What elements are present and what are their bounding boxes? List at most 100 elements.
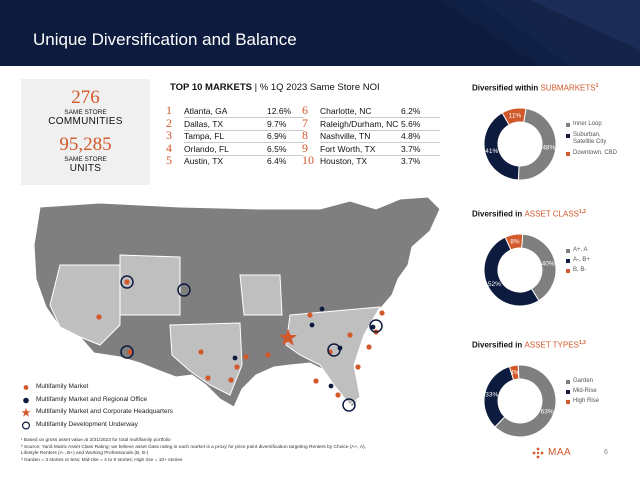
stats-box: 276 SAME STORE COMMUNITIES 95,285 SAME S… xyxy=(21,79,150,185)
donut-legend-label: High Rise xyxy=(573,398,600,404)
market-marker xyxy=(347,332,353,338)
communities-stat: 276 SAME STORE COMMUNITIES xyxy=(21,88,150,127)
donut-slice-label: 11% xyxy=(509,113,522,120)
market-marker xyxy=(307,312,313,318)
market-divider xyxy=(320,154,440,156)
market-noi-pct: 6.4% xyxy=(267,156,287,166)
donut-slice-label: 8% xyxy=(510,239,520,246)
legend-label: Multifamily Market and Corporate Headqua… xyxy=(36,408,173,415)
donut-title-prefix: Diversified within xyxy=(472,83,541,93)
maa-logo-mark xyxy=(532,447,544,459)
communities-value: 276 xyxy=(71,87,100,108)
market-noi-pct: 6.5% xyxy=(267,143,287,154)
donut-legend-swatch xyxy=(566,399,570,404)
market-name: Orlando, FL xyxy=(184,143,229,154)
donut-legend-label: Suburban, Satellite City xyxy=(573,132,607,145)
donut-title-footnote: 1,3 xyxy=(578,340,586,346)
market-marker xyxy=(313,378,319,384)
market-marker xyxy=(228,377,234,383)
banner-decoration xyxy=(440,0,640,66)
donut-title: Diversified in ASSET CLASS1,2 xyxy=(472,209,586,219)
donut-title-accent: ASSET CLASS xyxy=(524,209,580,219)
development-ring-marker xyxy=(369,319,383,333)
market-name: Fort Worth, TX xyxy=(320,143,376,154)
page-title: Unique Diversification and Balance xyxy=(33,30,297,49)
star-icon xyxy=(21,408,31,417)
regional-office-marker xyxy=(232,355,238,361)
orange-dot-icon xyxy=(23,385,29,390)
market-marker xyxy=(366,344,372,350)
headquarters-star-marker xyxy=(279,329,297,346)
communities-label-1: SAME STORE xyxy=(64,109,107,116)
donut-slice-label: 52% xyxy=(488,281,501,288)
market-marker xyxy=(335,392,341,398)
donut-slice-label: 41% xyxy=(485,148,498,155)
navy-dot-icon xyxy=(23,397,29,403)
ring-icon xyxy=(21,420,31,430)
units-label-1: SAME STORE xyxy=(64,156,107,163)
donut-chart: 8% 40% 52% xyxy=(483,233,557,307)
market-rank: 9 xyxy=(302,140,308,155)
donut-legend-swatch xyxy=(566,268,570,273)
donut-legend-swatch xyxy=(566,133,570,138)
market-rank: 7 xyxy=(302,115,308,130)
market-marker xyxy=(379,310,385,316)
donut-slice-inner-loop xyxy=(517,107,557,181)
market-rank: 2 xyxy=(166,115,172,130)
donut-legend-label: Garden xyxy=(573,378,594,384)
development-ring-marker xyxy=(327,343,341,357)
donut-slice-label: 40% xyxy=(542,260,555,267)
market-rank: 8 xyxy=(302,128,308,142)
map-markers xyxy=(96,275,385,412)
donut-title: Diversified within SUBMARKETS1 xyxy=(472,83,598,93)
market-rank: 10 xyxy=(302,153,314,167)
donut-chart: 11% 48% 41% xyxy=(483,107,557,181)
title-banner: Unique Diversification and Balance xyxy=(0,0,640,66)
donut-slice-label: 4% xyxy=(510,370,520,377)
donut-slice-mid-rise xyxy=(483,365,515,428)
donut-legend-swatch xyxy=(566,389,570,394)
market-marker xyxy=(127,349,133,355)
donut-legend-label: B, B- xyxy=(573,267,587,273)
market-noi-pct: 9.7% xyxy=(267,118,287,129)
markets-title-bold: TOP 10 MARKETS xyxy=(170,82,253,93)
donut-title: Diversified in ASSET TYPES1,3 xyxy=(472,340,586,350)
market-rank: 4 xyxy=(166,140,172,155)
legend-label: Multifamily Market and Regional Office xyxy=(36,395,148,403)
donut-slice-a-b- xyxy=(483,236,540,307)
market-name: Austin, TX xyxy=(184,156,224,166)
market-name: Raleigh/Durham, NC xyxy=(320,118,399,129)
donut-legend-label: A+, A xyxy=(573,247,588,253)
region-west xyxy=(49,264,121,346)
market-noi-pct: 3.7% xyxy=(401,156,421,166)
markets-title: TOP 10 MARKETS | % 1Q 2023 Same Store NO… xyxy=(170,82,380,93)
market-divider xyxy=(320,142,440,143)
donut-legend-label: A-, B+ xyxy=(573,257,590,263)
page-number: 6 xyxy=(604,449,608,456)
market-noi-pct: 3.7% xyxy=(401,143,421,154)
communities-label-2: COMMUNITIES xyxy=(48,116,123,127)
region-rockies xyxy=(119,254,181,316)
market-divider xyxy=(184,117,304,118)
footnote-1: ¹ Based on gross asset value at 3/31/202… xyxy=(21,438,171,443)
legend-item: Multifamily Development Underway xyxy=(21,420,138,430)
development-ring-marker xyxy=(342,398,356,412)
market-marker xyxy=(234,364,240,370)
market-marker xyxy=(355,364,361,370)
donut-legend-label: Mid-Rise xyxy=(573,388,597,394)
us-map xyxy=(33,196,441,412)
market-divider xyxy=(320,129,440,131)
donut-legend-swatch xyxy=(566,258,570,263)
market-rank: 1 xyxy=(166,103,172,117)
footnote-2-cont: Lifestyle Renters (A-, B+) and Working P… xyxy=(21,451,149,457)
donut-legend-swatch xyxy=(566,122,570,127)
development-ring-marker xyxy=(120,275,134,289)
market-marker xyxy=(265,352,271,358)
market-divider xyxy=(320,117,440,118)
market-name: Charlotte, NC xyxy=(320,106,372,116)
donut-legend-label: Inner Loop xyxy=(573,121,602,127)
market-name: Atlanta, GA xyxy=(184,106,228,116)
region-plains xyxy=(239,274,283,316)
market-marker xyxy=(96,314,102,320)
donut-slice-label: 48% xyxy=(542,144,555,151)
